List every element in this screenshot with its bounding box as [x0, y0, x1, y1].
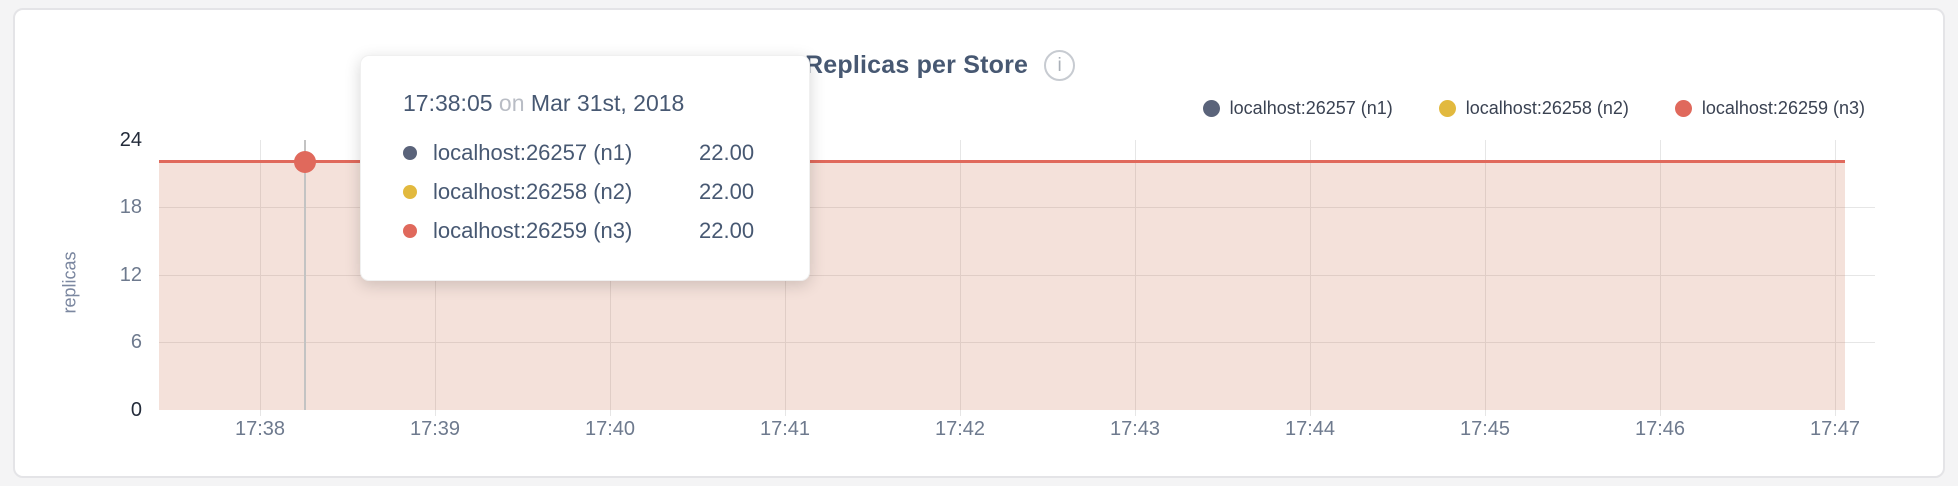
tooltip-row-n3: localhost:26259 (n3) 22.00 — [403, 211, 769, 250]
vertical-gridline — [260, 140, 261, 416]
legend-label-n3: localhost:26259 (n3) — [1701, 98, 1865, 118]
tooltip-series-name: localhost:26259 (n3) — [433, 217, 633, 243]
vertical-gridline — [960, 140, 961, 416]
x-tick-1744: 17:44 — [1284, 418, 1336, 440]
legend-label-n1: localhost:26257 (n1) — [1229, 98, 1393, 118]
y-tick-6: 6 — [130, 331, 142, 353]
y-tick-24: 24 — [119, 129, 142, 151]
x-tick-1741: 17:41 — [759, 418, 811, 440]
tooltip-dot-n3-icon — [403, 223, 417, 238]
x-tick-1746: 17:46 — [1634, 418, 1686, 440]
legend-dot-n2-icon — [1438, 100, 1456, 117]
vertical-gridline — [1485, 140, 1486, 416]
tooltip-series-name: localhost:26257 (n1) — [433, 139, 633, 165]
legend: localhost:26257 (n1) localhost:26258 (n2… — [1202, 98, 1865, 119]
legend-label-n2: localhost:26258 (n2) — [1465, 98, 1629, 118]
x-tick-1740: 17:40 — [584, 418, 636, 440]
x-tick-1739: 17:39 — [409, 418, 461, 440]
tooltip-dot-n2-icon — [403, 184, 417, 199]
tooltip-connector: on — [498, 90, 525, 116]
tooltip-series-value: 22.00 — [699, 178, 755, 204]
tooltip-row-n2: localhost:26258 (n2) 22.00 — [403, 172, 769, 211]
tooltip-timestamp: 17:38:05 on Mar 31st, 2018 — [403, 90, 769, 117]
legend-dot-n3-icon — [1674, 100, 1692, 117]
y-tick-18: 18 — [119, 196, 142, 218]
hover-guideline — [304, 140, 306, 410]
y-tick-12: 12 — [119, 264, 142, 286]
legend-item-n2[interactable]: localhost:26258 (n2) — [1438, 98, 1629, 119]
tooltip-series-value: 22.00 — [699, 139, 755, 165]
hover-tooltip: 17:38:05 on Mar 31st, 2018 localhost:262… — [360, 55, 810, 281]
horizontal-gridline-18 — [159, 207, 1875, 208]
horizontal-gridline-6 — [159, 342, 1875, 343]
x-tick-1743: 17:43 — [1109, 418, 1161, 440]
vertical-gridline — [1660, 140, 1661, 416]
legend-item-n3[interactable]: localhost:26259 (n3) — [1674, 98, 1865, 119]
chart-card: Replicas per Store i localhost:26257 (n1… — [13, 8, 1945, 478]
vertical-gridline — [1135, 140, 1136, 416]
legend-item-n1[interactable]: localhost:26257 (n1) — [1202, 98, 1393, 119]
tooltip-series-value: 22.00 — [699, 217, 755, 243]
y-tick-0: 0 — [130, 399, 142, 421]
x-tick-1742: 17:42 — [934, 418, 986, 440]
chart-title: Replicas per Store — [805, 51, 1029, 79]
tooltip-row-n1: localhost:26257 (n1) 22.00 — [403, 133, 769, 172]
legend-dot-n1-icon — [1202, 100, 1220, 117]
x-tick-1738: 17:38 — [234, 418, 286, 440]
tooltip-date: Mar 31st, 2018 — [530, 90, 685, 116]
info-icon[interactable]: i — [1044, 50, 1076, 81]
hover-point-dot — [294, 151, 316, 173]
x-tick-1745: 17:45 — [1459, 418, 1511, 440]
vertical-gridline — [1310, 140, 1311, 416]
vertical-gridline — [1835, 140, 1836, 416]
x-tick-1747: 17:47 — [1809, 418, 1861, 440]
tooltip-series-name: localhost:26258 (n2) — [433, 178, 633, 204]
chart-title-row: Replicas per Store i — [805, 50, 1076, 81]
horizontal-gridline-12 — [159, 275, 1875, 276]
tooltip-dot-n1-icon — [403, 145, 417, 160]
series-line-n3 — [159, 160, 1845, 163]
tooltip-time: 17:38:05 — [403, 90, 493, 116]
